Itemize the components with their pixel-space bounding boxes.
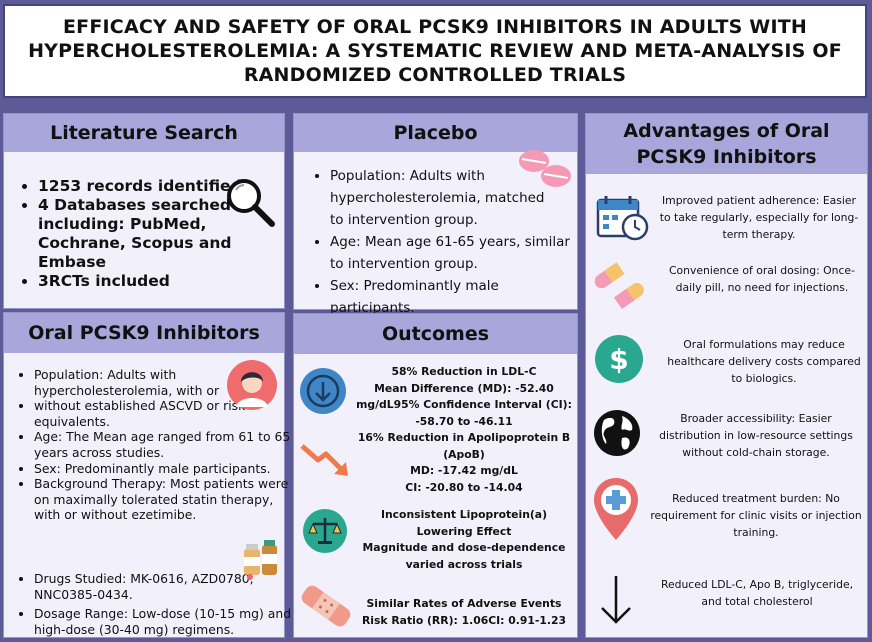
globe-icon [594,410,640,456]
placebo-panel: Placebo Population: Adults with hypercho… [293,113,578,316]
oral-pcsk9-heading: Oral PCSK9 Inhibitors [4,313,284,353]
oral-pcsk9-list: Population: Adults with hypercholesterol… [16,367,292,523]
adverse-events-text: Similar Rates of Adverse Events Risk Rat… [354,596,574,629]
calendar-clock-icon [596,196,649,241]
adverse-events-rr: Risk Ratio (RR): 1.06CI: 0.91-1.23 [361,613,566,627]
oral-pcsk9-panel: Oral PCSK9 Inhibitors Population: Adults… [3,312,291,638]
list-item: Drugs Studied: MK-0616, AZD0780, NNC0385… [34,571,292,602]
magnifier-icon [227,179,275,227]
poster-title: EFFICACY AND SAFETY OF ORAL PCSK9 INHIBI… [28,16,842,86]
medical-pin-icon [594,478,638,540]
advantage-lipids: Reduced LDL-C, Apo B, triglyceride, and … [660,578,854,608]
ldl-reduction-title: 58% Reduction in LDL-C [391,365,537,378]
outcomes-panel: Outcomes 58% Reduction in LDL-C Mean Dif… [293,313,578,638]
poster-title-box: EFFICACY AND SAFETY OF ORAL PCSK9 INHIBI… [3,4,867,98]
down-arrow-icon [601,576,631,624]
advantage-burden: Reduced treatment burden: No requirement… [650,492,862,539]
list-item: Dosage Range: Low-dose (10-15 mg) and hi… [34,606,292,637]
apob-ci: CI: -20.80 to -14.04 [405,480,523,494]
literature-search-panel: Literature Search 1253 records identifie… [3,113,285,309]
adverse-events-title: Similar Rates of Adverse Events [366,597,562,610]
trend-down-arrow-icon [300,444,348,476]
list-item: Age: Mean age 61-65 years, similar to in… [330,231,580,275]
ldl-reduction-text: 58% Reduction in LDL-C Mean Difference (… [354,364,574,430]
dollar-icon: $ [595,335,643,383]
list-item: 4 Databases searched including: PubMed, … [38,196,264,272]
literature-search-heading: Literature Search [4,114,284,152]
outcomes-heading: Outcomes [294,314,577,354]
person-avatar-icon [227,360,277,410]
lpa-detail: Magnitude and dose-dependence varied acr… [362,541,566,571]
placebo-heading: Placebo [294,114,577,152]
list-item: Population: Adults with hypercholesterol… [330,165,580,231]
list-item: Background Therapy: Most patients were o… [34,476,292,523]
list-item: 1253 records identified [38,177,264,196]
pink-pills-icon [519,150,571,187]
placebo-list: Population: Adults with hypercholesterol… [312,165,580,319]
balance-scale-icon [303,509,347,553]
oral-pcsk9-list-drugs: Drugs Studied: MK-0616, AZD0780, NNC0385… [16,571,292,637]
list-item: Population: Adults with hypercholesterol… [34,367,292,398]
list-item: 3RCTs included [38,272,264,291]
bandage-icon [301,585,351,627]
ldl-reduction-stats: Mean Difference (MD): -52.40 mg/dL95% Co… [356,381,572,428]
literature-search-list: 1253 records identified 4 Databases sear… [20,177,264,291]
apob-md: MD: -17.42 mg/dL [410,464,518,477]
lpa-title: Inconsistent Lipoprotein(a) Lowering Eff… [380,508,548,538]
list-item: Age: The Mean age ranged from 61 to 65 y… [34,429,292,460]
apob-reduction-text: 16% Reduction in Apolipoprotein B (ApoB)… [354,430,574,496]
apob-reduction-title: 16% Reduction in Apolipoprotein B (ApoB) [357,431,571,461]
advantages-heading: Advantages of Oral PCSK9 Inhibitors [586,114,867,174]
lpa-text: Inconsistent Lipoprotein(a) Lowering Eff… [354,507,574,573]
advantages-panel: Advantages of Oral PCSK9 Inhibitors Impr… [585,113,868,638]
advantage-adherence: Improved patient adherence: Easier to ta… [659,194,859,241]
list-item: without established ASCVD or risk equiva… [34,398,292,429]
advantage-cost: Oral formulations may reduce healthcare … [667,338,861,385]
advantage-accessibility: Broader accessibility: Easier distributi… [659,412,853,459]
medicine-bottles-icon [244,540,277,580]
advantage-oral-dosing: Convenience of oral dosing: Once-daily p… [669,264,855,294]
list-item: Sex: Predominantly male participants. [34,461,292,477]
capsules-icon [594,262,644,309]
down-arrow-circle-icon [300,368,346,414]
svg-text:$: $ [609,343,628,376]
list-item: Sex: Predominantly male participants. [330,275,580,319]
